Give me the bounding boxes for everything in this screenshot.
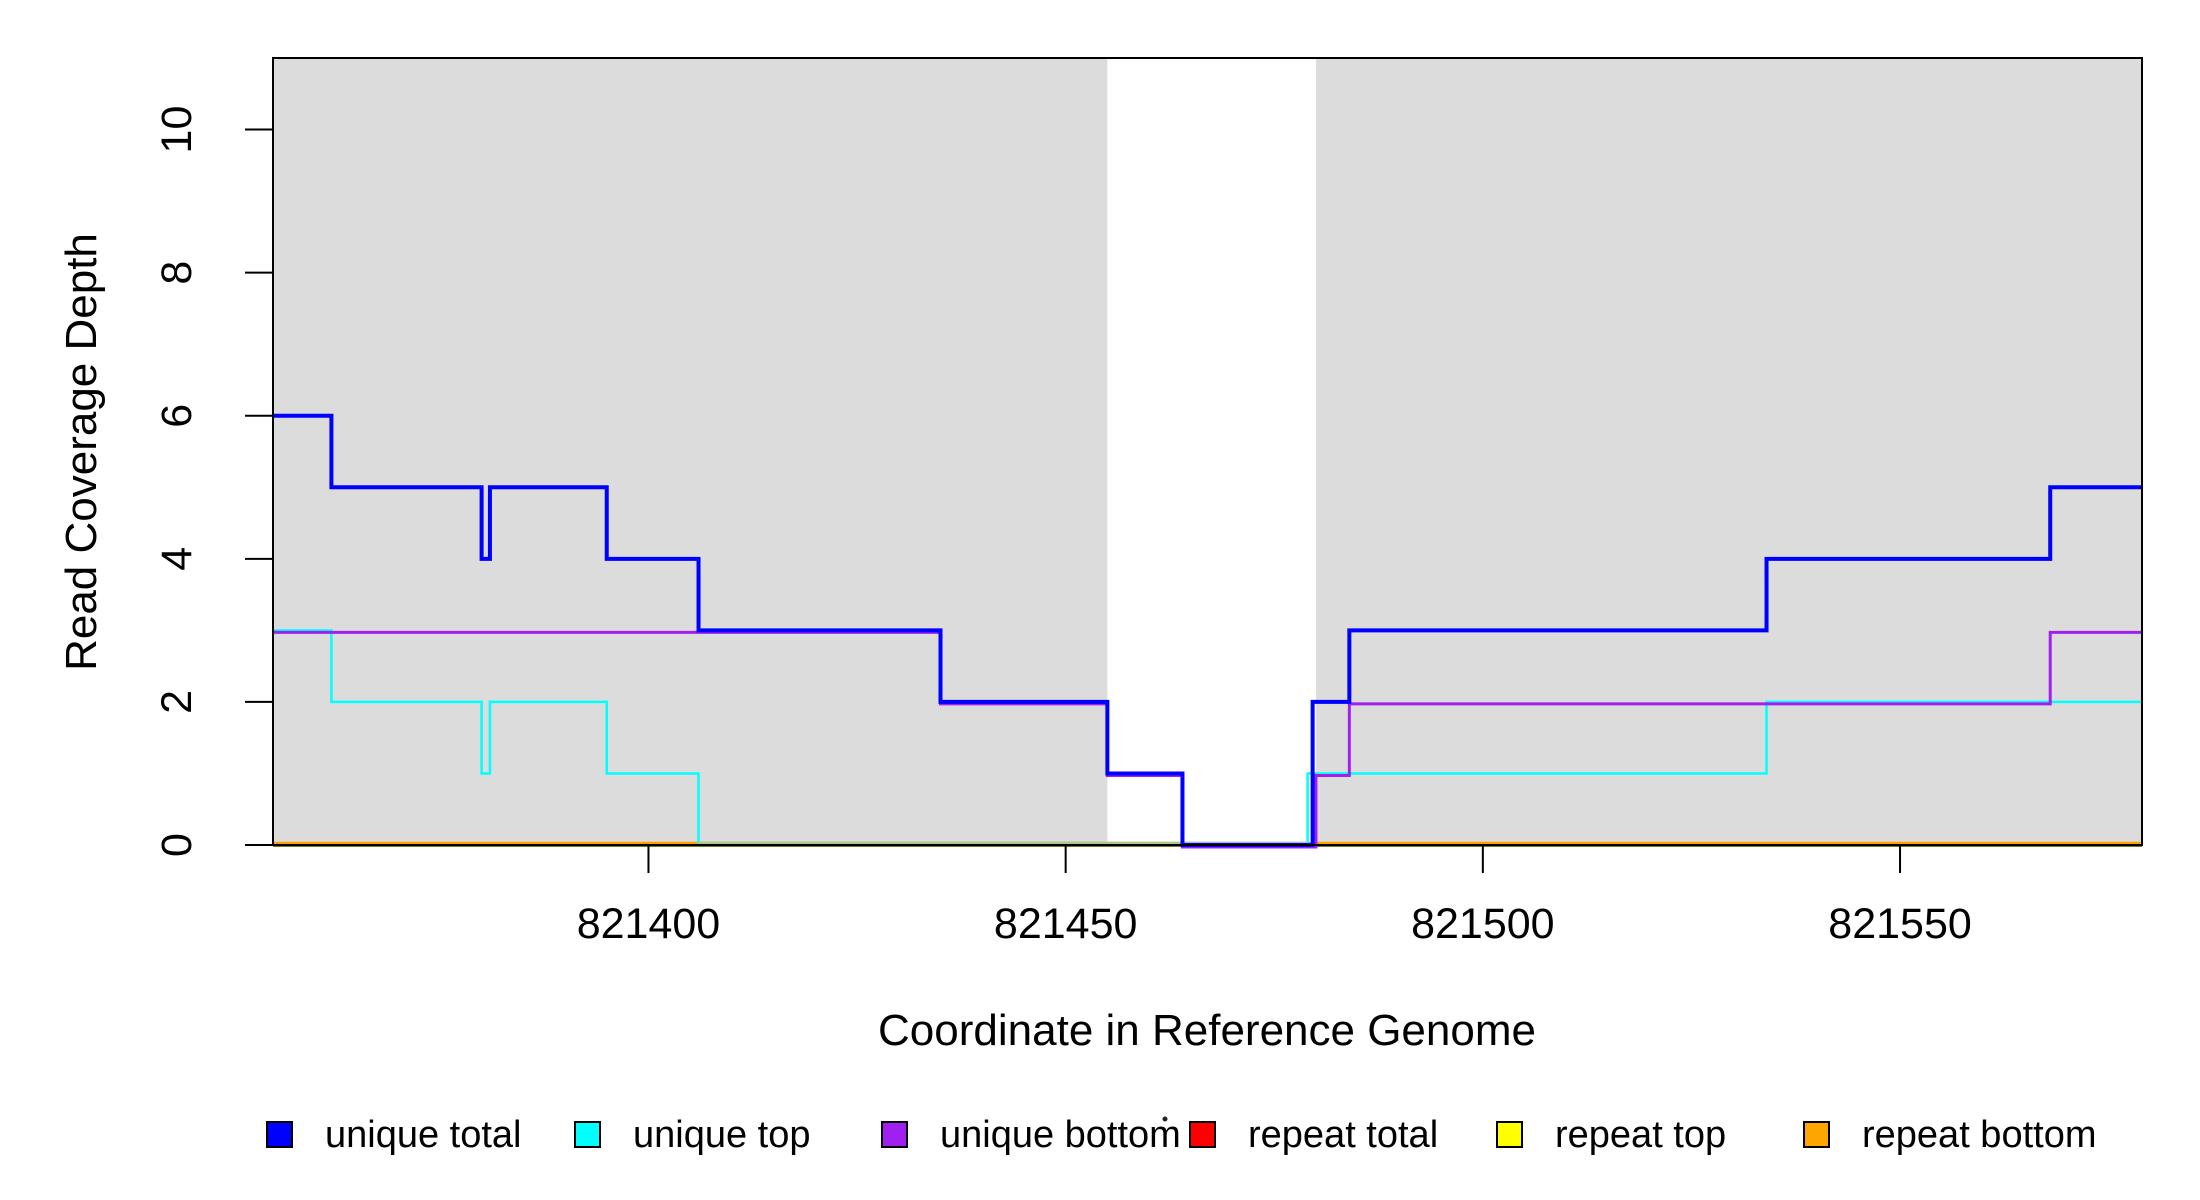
legend-label-unique-bottom: unique bottom bbox=[940, 1114, 1181, 1156]
series-unique-total bbox=[273, 413, 2142, 847]
y-tick-label: 2 bbox=[153, 690, 201, 714]
x-tick-label: 821450 bbox=[994, 900, 1138, 948]
plot-dynamic-layer: 821400 821450 821500 821550 0 2 4 6 8 10 unique to… bbox=[153, 57, 2143, 1156]
legend-swatch-repeat-total bbox=[1189, 1121, 1216, 1148]
plot-border bbox=[272, 57, 2143, 846]
y-tick-label: 4 bbox=[153, 547, 201, 571]
x-tick-label: 821550 bbox=[1828, 900, 1972, 948]
x-axis-title: Coordinate in Reference Genome bbox=[878, 1006, 1536, 1055]
y-tick-label: 8 bbox=[153, 261, 201, 285]
stray-dot-artifact bbox=[1162, 1116, 1168, 1122]
legend-label-repeat-bottom: repeat bottom bbox=[1862, 1114, 2096, 1156]
legend-label-unique-top: unique top bbox=[633, 1114, 811, 1156]
legend-swatch-unique-total bbox=[266, 1121, 293, 1148]
legend-label-unique-total: unique total bbox=[325, 1114, 522, 1156]
legend-swatch-repeat-bottom bbox=[1803, 1121, 1830, 1148]
x-tick-label: 821400 bbox=[577, 900, 721, 948]
series-unique-top bbox=[273, 629, 2142, 847]
y-tick-label: 0 bbox=[153, 833, 201, 857]
legend-label-repeat-top: repeat top bbox=[1555, 1114, 1726, 1156]
y-axis-title: Read Coverage Depth bbox=[57, 233, 106, 671]
legend-swatch-unique-top bbox=[574, 1121, 601, 1148]
y-tick-label: 10 bbox=[153, 106, 201, 154]
legend-label-repeat-total: repeat total bbox=[1248, 1114, 1438, 1156]
shaded-region bbox=[1315, 58, 2142, 845]
legend-swatch-repeat-top bbox=[1496, 1121, 1523, 1148]
shaded-region bbox=[273, 58, 1108, 845]
legend-swatch-unique-bottom bbox=[881, 1121, 908, 1148]
y-tick-label: 6 bbox=[153, 404, 201, 428]
x-tick-label: 821500 bbox=[1411, 900, 1555, 948]
